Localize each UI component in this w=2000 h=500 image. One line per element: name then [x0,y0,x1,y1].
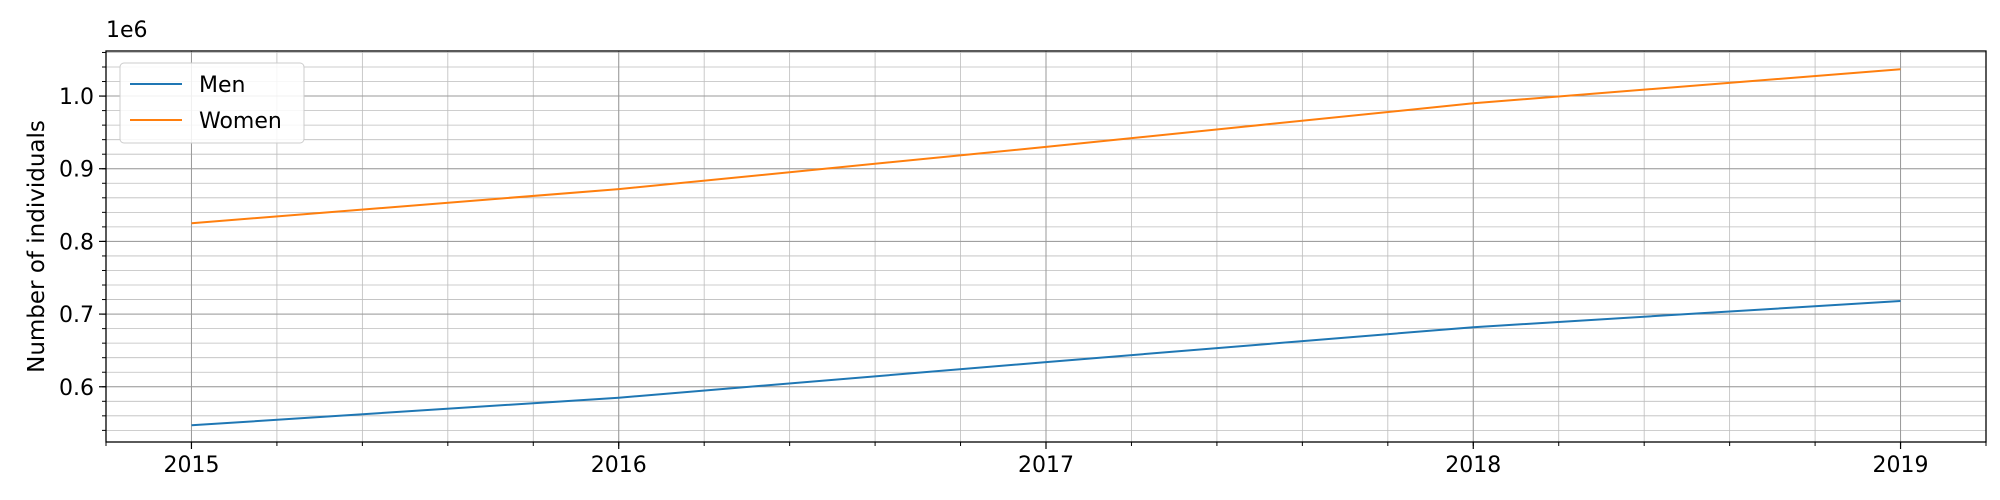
y-tick-label: 0.8 [59,230,94,255]
y-axis-title: Number of individuals [24,120,50,373]
axis-ticks [99,51,1987,449]
legend-label: Women [199,109,282,134]
x-tick-label: 2017 [1018,453,1074,478]
x-tick-label: 2018 [1445,453,1501,478]
series-line-men [191,300,1901,427]
y-tick-label: 1.0 [59,85,94,110]
x-tick-label: 2015 [163,453,219,478]
tick-labels: 0.6 0.7 0.8 0.9 1.0 2015 2016 2017 2018 2019 [59,85,1929,478]
x-tick-label: 2016 [591,453,647,478]
major-grid [106,51,1986,442]
y-offset-label: 1e6 [106,18,148,43]
legend: Men Women [119,62,305,144]
series-line-women [191,68,1901,225]
series-layer [191,68,1901,427]
x-tick-label: 2019 [1873,453,1929,478]
y-tick-label: 0.9 [59,158,94,183]
legend-label: Men [199,73,245,98]
y-tick-label: 0.6 [59,376,94,401]
y-tick-label: 0.7 [59,303,94,328]
